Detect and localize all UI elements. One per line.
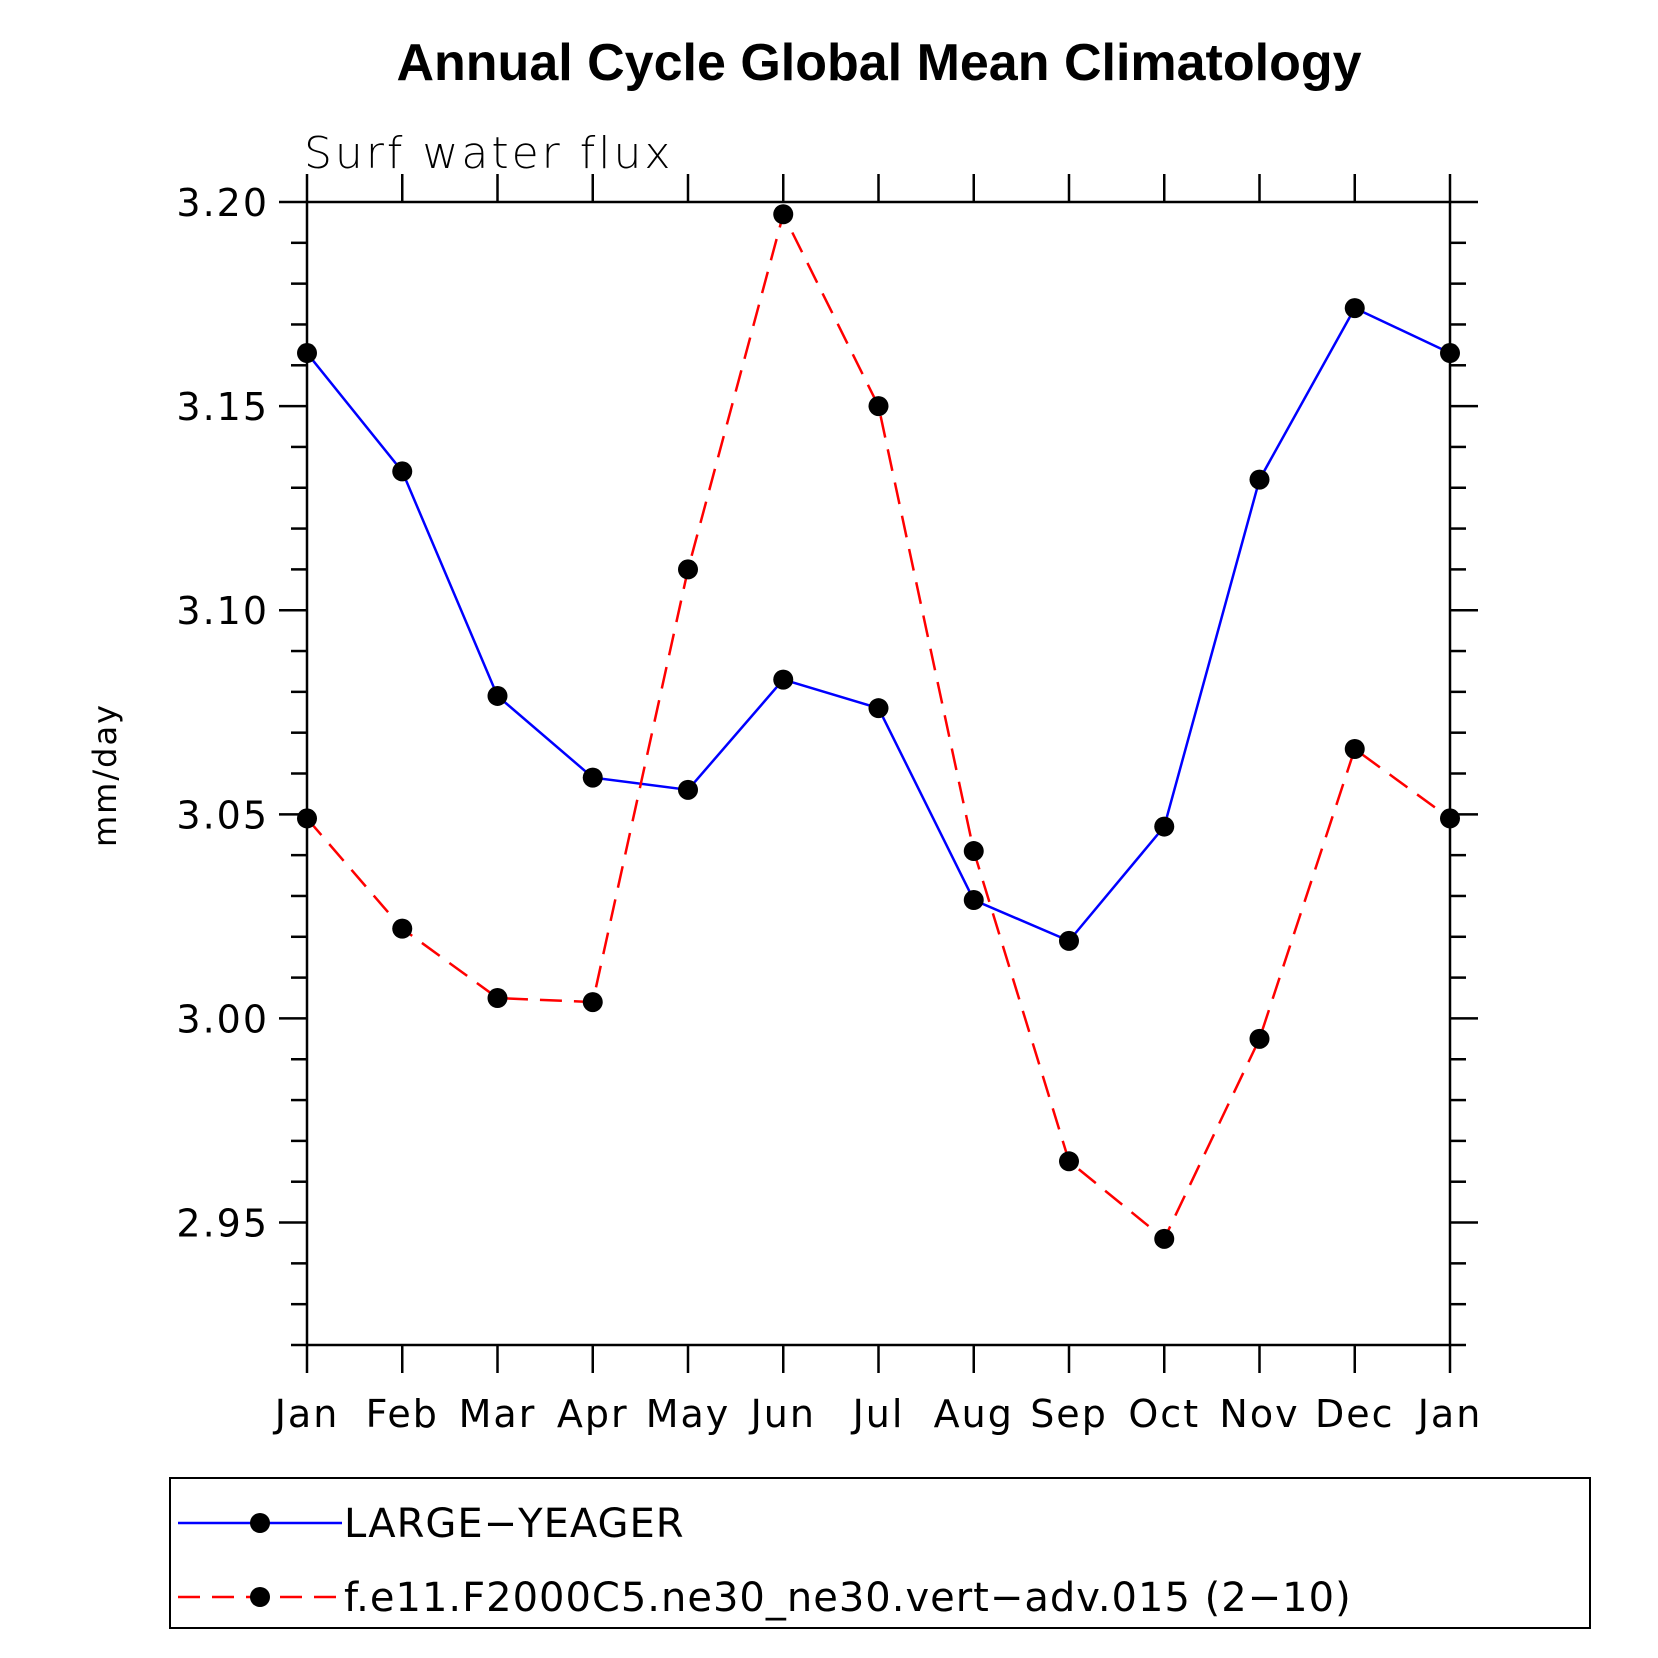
legend-entry-label: LARGE−YEAGER (344, 1501, 685, 1547)
data-point (487, 988, 508, 1009)
data-point (963, 841, 984, 862)
x-tick-label: Apr (557, 1392, 629, 1436)
x-tick-label: Jun (749, 1392, 816, 1436)
series-2 (297, 204, 1460, 1249)
legend-swatch-marker (250, 1587, 270, 1607)
x-tick-label: Oct (1128, 1392, 1200, 1436)
x-tick-label: Feb (366, 1392, 439, 1436)
x-tick-label: May (646, 1392, 731, 1436)
plot-border (305, 200, 1452, 1347)
data-point (773, 204, 794, 225)
data-point (1154, 1228, 1175, 1249)
data-point (868, 396, 889, 417)
plot-frame (305, 200, 1452, 1347)
x-tick-label: Nov (1219, 1392, 1299, 1436)
x-axis-ticks: Jan Feb Mar Apr May Jun Jul Aug Sep Oct Nov Dec Jan (273, 174, 1483, 1436)
x-tick-label: Aug (934, 1392, 1014, 1436)
y-tick-label: 3.10 (176, 589, 269, 633)
chart-title: Annual Cycle Global Mean Climatology (396, 34, 1361, 92)
data-point (297, 808, 317, 829)
legend-box (169, 1477, 1591, 1629)
data-point (297, 343, 317, 364)
x-tick-label: Jul (851, 1392, 905, 1436)
legend-entry-label: f.e11.F2000C5.ne30_ne30.vert−adv.015 (2−… (344, 1575, 1352, 1621)
data-point (1249, 1028, 1270, 1049)
x-tick-label: Jan (273, 1392, 340, 1436)
x-tick-label: Jan (1416, 1392, 1483, 1436)
x-tick-label: Mar (459, 1392, 537, 1436)
y-tick-label: 3.00 (176, 997, 269, 1041)
series-1 (297, 298, 1460, 951)
data-point (1440, 808, 1460, 829)
data-point (678, 779, 698, 800)
legend: LARGE−YEAGER f.e11.F2000C5.ne30_ne30.vert… (169, 1477, 1591, 1629)
data-point (963, 890, 984, 911)
data-point (1344, 298, 1365, 319)
data-point (678, 559, 698, 580)
y-axis-ticks: 3.20 3.15 3.10 3.05 3.00 2.95 (176, 181, 1478, 1347)
data-point (1249, 469, 1270, 490)
data-point (868, 698, 889, 719)
y-tick-label: 2.95 (176, 1202, 269, 1246)
y-tick-label: 3.15 (176, 385, 269, 429)
data-point (487, 685, 508, 706)
x-tick-label: Dec (1315, 1392, 1395, 1436)
data-point (773, 669, 794, 690)
y-axis-label: mm/day (86, 703, 124, 847)
data-point (1154, 816, 1175, 837)
data-point (392, 461, 413, 482)
data-point (582, 767, 603, 788)
data-point (392, 918, 413, 939)
series-line (306, 210, 1451, 1241)
data-point (582, 992, 603, 1013)
chart-subtitle: Surf water flux (304, 128, 673, 179)
y-tick-label: 3.05 (176, 793, 269, 837)
series-layer (297, 204, 1460, 1249)
x-tick-label: Sep (1030, 1392, 1108, 1436)
data-point (1059, 930, 1079, 951)
legend-swatch-marker (250, 1513, 270, 1533)
y-tick-label: 3.20 (176, 181, 269, 225)
data-point (1440, 343, 1460, 364)
data-point (1059, 1151, 1079, 1172)
data-point (1344, 739, 1365, 760)
